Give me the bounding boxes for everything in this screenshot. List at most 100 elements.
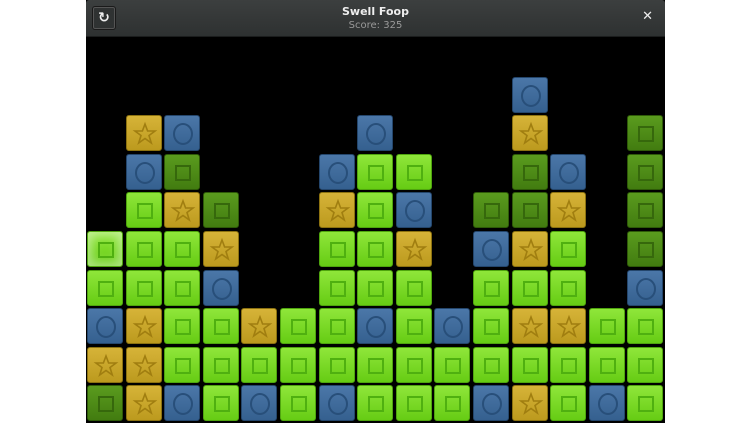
close-button[interactable]: ✕: [642, 9, 653, 24]
tile-light-green-square[interactable]: [318, 308, 355, 345]
tile-yellow-star[interactable]: [164, 192, 201, 229]
tile-blue-circle[interactable]: [550, 153, 587, 190]
tile-yellow-star[interactable]: [202, 231, 239, 267]
tile-light-green-square[interactable]: [125, 269, 162, 306]
tile-dark-green-square[interactable]: [511, 153, 548, 190]
tile-blue-circle[interactable]: [318, 153, 355, 190]
tile-blue-circle[interactable]: [164, 385, 201, 422]
tile-light-green-square[interactable]: [550, 269, 587, 306]
tile-light-green-square[interactable]: [280, 308, 316, 345]
tile-dark-green-square[interactable]: [627, 153, 664, 190]
tile-light-green-square[interactable]: [511, 346, 548, 383]
tile-yellow-star[interactable]: [125, 308, 162, 345]
tile-light-green-square[interactable]: [280, 385, 316, 422]
tile-dark-green-square[interactable]: [473, 192, 509, 229]
tile-light-green-square[interactable]: [511, 269, 548, 306]
tile-light-green-square[interactable]: [473, 308, 509, 345]
tile-yellow-star[interactable]: [511, 115, 548, 152]
tile-light-green-square[interactable]: [473, 346, 509, 383]
tile-blue-circle[interactable]: [202, 269, 239, 306]
tile-light-green-square[interactable]: [627, 308, 664, 345]
tile-light-green-square[interactable]: [357, 153, 394, 190]
square-icon: [368, 280, 385, 297]
tile-light-green-square[interactable]: [318, 231, 355, 267]
tile-dark-green-square[interactable]: [511, 192, 548, 229]
tile-yellow-star[interactable]: [318, 192, 355, 229]
tile-light-green-square[interactable]: [357, 385, 394, 422]
tile-light-green-square[interactable]: [395, 308, 432, 345]
square-icon: [561, 396, 578, 413]
tile-blue-circle[interactable]: [473, 231, 509, 267]
tile-light-green-square[interactable]: [473, 269, 509, 306]
game-board[interactable]: [86, 37, 665, 423]
tile-light-green-square[interactable]: [434, 346, 471, 383]
tile-yellow-star[interactable]: [511, 231, 548, 267]
tile-dark-green-square[interactable]: [627, 192, 664, 229]
square-icon: [484, 280, 500, 297]
tile-dark-green-square[interactable]: [627, 115, 664, 152]
tile-light-green-square[interactable]: [125, 192, 162, 229]
tile-blue-circle[interactable]: [87, 308, 123, 345]
tile-light-green-square[interactable]: [627, 385, 664, 422]
tile-blue-circle[interactable]: [164, 115, 201, 152]
tile-blue-circle[interactable]: [511, 76, 548, 113]
tile-light-green-square[interactable]: [164, 231, 201, 267]
tile-light-green-square[interactable]: [395, 346, 432, 383]
tile-light-green-square[interactable]: [87, 231, 123, 267]
tile-light-green-square[interactable]: [550, 385, 587, 422]
tile-blue-circle[interactable]: [434, 308, 471, 345]
tile-light-green-square[interactable]: [280, 346, 316, 383]
tile-yellow-star[interactable]: [395, 231, 432, 267]
square-icon: [484, 319, 500, 336]
tile-light-green-square[interactable]: [357, 346, 394, 383]
tile-light-green-square[interactable]: [318, 269, 355, 306]
tile-blue-circle[interactable]: [627, 269, 664, 306]
tile-dark-green-square[interactable]: [202, 192, 239, 229]
tile-yellow-star[interactable]: [87, 346, 123, 383]
tile-yellow-star[interactable]: [125, 385, 162, 422]
tile-light-green-square[interactable]: [357, 231, 394, 267]
tile-light-green-square[interactable]: [395, 385, 432, 422]
tile-yellow-star[interactable]: [550, 192, 587, 229]
tile-yellow-star[interactable]: [511, 308, 548, 345]
tile-dark-green-square[interactable]: [627, 231, 664, 267]
tile-yellow-star[interactable]: [125, 346, 162, 383]
tile-light-green-square[interactable]: [164, 346, 201, 383]
star-icon: [556, 199, 582, 223]
tile-yellow-star[interactable]: [550, 308, 587, 345]
tile-light-green-square[interactable]: [395, 153, 432, 190]
tile-light-green-square[interactable]: [357, 269, 394, 306]
tile-light-green-square[interactable]: [588, 346, 625, 383]
tile-blue-circle[interactable]: [241, 385, 278, 422]
tile-blue-circle[interactable]: [357, 308, 394, 345]
tile-light-green-square[interactable]: [318, 346, 355, 383]
tile-light-green-square[interactable]: [550, 346, 587, 383]
tile-light-green-square[interactable]: [87, 269, 123, 306]
tile-yellow-star[interactable]: [511, 385, 548, 422]
tile-light-green-square[interactable]: [627, 346, 664, 383]
tile-dark-green-square[interactable]: [164, 153, 201, 190]
tile-light-green-square[interactable]: [164, 269, 201, 306]
tile-light-green-square[interactable]: [434, 385, 471, 422]
tile-blue-circle[interactable]: [318, 385, 355, 422]
tile-light-green-square[interactable]: [202, 308, 239, 345]
tile-light-green-square[interactable]: [202, 385, 239, 422]
score-label: Score: 325: [348, 20, 403, 31]
tile-dark-green-square[interactable]: [87, 385, 123, 422]
tile-blue-circle[interactable]: [395, 192, 432, 229]
tile-light-green-square[interactable]: [357, 192, 394, 229]
tile-light-green-square[interactable]: [202, 346, 239, 383]
tile-light-green-square[interactable]: [164, 308, 201, 345]
tile-light-green-square[interactable]: [550, 231, 587, 267]
tile-blue-circle[interactable]: [357, 115, 394, 152]
tile-blue-circle[interactable]: [125, 153, 162, 190]
tile-light-green-square[interactable]: [241, 346, 278, 383]
tile-yellow-star[interactable]: [125, 115, 162, 152]
tile-blue-circle[interactable]: [473, 385, 509, 422]
tile-light-green-square[interactable]: [395, 269, 432, 306]
restart-button[interactable]: ↻: [92, 6, 116, 30]
tile-yellow-star[interactable]: [241, 308, 278, 345]
tile-light-green-square[interactable]: [125, 231, 162, 267]
tile-light-green-square[interactable]: [588, 308, 625, 345]
tile-blue-circle[interactable]: [588, 385, 625, 422]
